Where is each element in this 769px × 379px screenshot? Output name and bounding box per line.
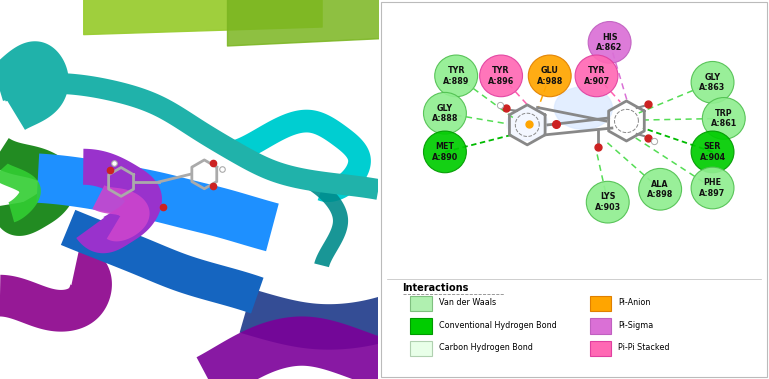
Text: Carbon Hydrogen Bond: Carbon Hydrogen Bond (439, 343, 533, 352)
Ellipse shape (507, 107, 548, 140)
FancyBboxPatch shape (590, 296, 611, 311)
FancyBboxPatch shape (381, 2, 767, 377)
Text: ALA
A:898: ALA A:898 (647, 180, 674, 199)
Text: Conventional Hydrogen Bond: Conventional Hydrogen Bond (439, 321, 557, 330)
Circle shape (480, 55, 522, 97)
FancyBboxPatch shape (411, 318, 431, 334)
Polygon shape (240, 289, 392, 350)
Text: TYR
A:896: TYR A:896 (488, 66, 514, 86)
FancyBboxPatch shape (590, 341, 611, 356)
Text: Interactions: Interactions (402, 283, 469, 293)
Text: TRP
A:861: TRP A:861 (711, 109, 737, 128)
Text: Pi-Sigma: Pi-Sigma (618, 321, 654, 330)
Polygon shape (61, 210, 264, 313)
Polygon shape (0, 245, 112, 332)
Circle shape (586, 181, 629, 223)
Text: Pi-Pi Stacked: Pi-Pi Stacked (618, 343, 670, 352)
Circle shape (575, 55, 618, 97)
Text: PHE
A:897: PHE A:897 (700, 178, 726, 198)
Circle shape (691, 167, 734, 209)
Circle shape (691, 61, 734, 103)
Circle shape (424, 131, 466, 173)
Text: TYR
A:907: TYR A:907 (584, 66, 610, 86)
Polygon shape (231, 110, 371, 202)
Text: MET
A:890: MET A:890 (432, 142, 458, 161)
FancyBboxPatch shape (411, 296, 431, 311)
Ellipse shape (554, 87, 612, 129)
Polygon shape (36, 153, 279, 251)
Text: GLY
A:888: GLY A:888 (431, 103, 458, 123)
FancyBboxPatch shape (411, 341, 431, 356)
Text: LYS
A:903: LYS A:903 (594, 193, 621, 212)
Polygon shape (0, 138, 77, 236)
Circle shape (639, 168, 681, 210)
Circle shape (588, 22, 631, 63)
Polygon shape (0, 41, 68, 130)
Text: GLU
A:988: GLU A:988 (537, 66, 563, 86)
Circle shape (434, 55, 478, 97)
Text: HIS
A:862: HIS A:862 (597, 33, 623, 52)
Circle shape (702, 97, 745, 139)
Circle shape (691, 131, 734, 173)
Text: GLY
A:863: GLY A:863 (700, 73, 726, 92)
Polygon shape (0, 163, 41, 222)
Polygon shape (307, 175, 348, 267)
Text: SER
A:904: SER A:904 (700, 142, 726, 161)
FancyBboxPatch shape (590, 318, 611, 334)
Circle shape (528, 55, 571, 97)
Text: TYR
A:889: TYR A:889 (443, 66, 469, 86)
Text: Pi-Anion: Pi-Anion (618, 298, 651, 307)
Polygon shape (197, 316, 391, 379)
Polygon shape (76, 149, 162, 253)
Polygon shape (92, 185, 149, 241)
Polygon shape (0, 73, 380, 200)
Text: Van der Waals: Van der Waals (439, 298, 496, 307)
Circle shape (424, 92, 466, 134)
